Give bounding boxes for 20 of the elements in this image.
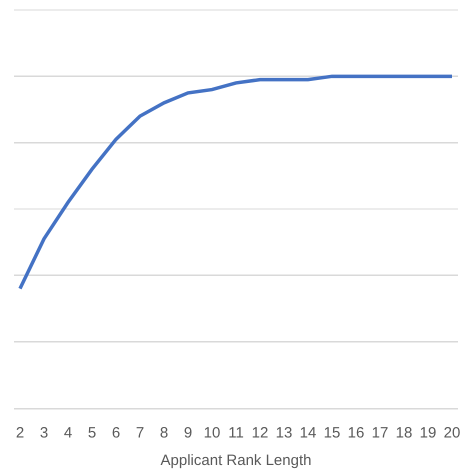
x-tick-label: 12 [252,424,268,442]
x-tick-label: 4 [64,424,72,442]
x-tick-label: 20 [444,424,460,442]
x-tick-label: 17 [372,424,388,442]
x-tick-label: 10 [204,424,220,442]
x-tick-label: 9 [184,424,192,442]
x-tick-label: 16 [348,424,364,442]
x-tick-label: 11 [228,424,244,442]
x-tick-label: 14 [300,424,316,442]
x-tick-label: 2 [16,424,24,442]
x-tick-label: 13 [276,424,292,442]
x-axis-title: Applicant Rank Length [160,452,312,470]
x-tick-label: 8 [160,424,168,442]
x-tick-label: 3 [40,424,48,442]
x-tick-label: 18 [396,424,412,442]
x-tick-label: 15 [324,424,340,442]
x-tick-label: 7 [136,424,144,442]
x-tick-label: 19 [420,424,436,442]
x-tick-label: 6 [112,424,120,442]
x-tick-label: 5 [88,424,96,442]
